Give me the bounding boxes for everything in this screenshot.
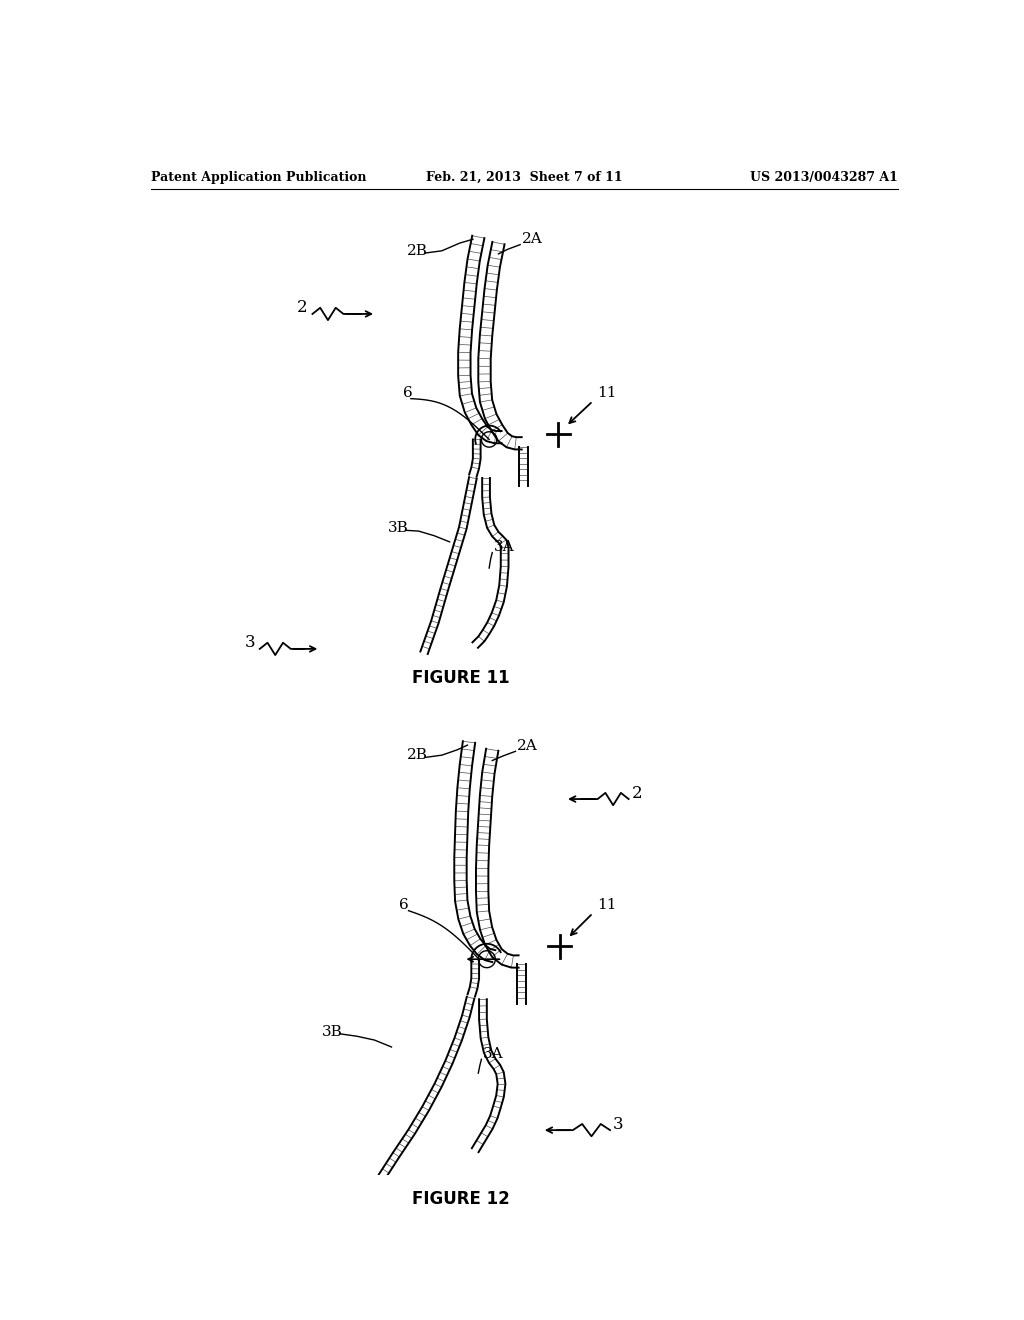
Text: Patent Application Publication: Patent Application Publication	[152, 172, 367, 185]
Text: 2B: 2B	[407, 748, 428, 762]
Text: 6: 6	[399, 898, 409, 912]
Text: 11: 11	[597, 387, 616, 400]
Text: 6: 6	[403, 387, 413, 400]
Text: 3B: 3B	[322, 1026, 342, 1039]
Text: 3: 3	[246, 635, 256, 651]
Text: 3A: 3A	[494, 540, 514, 554]
Text: 3A: 3A	[483, 1047, 504, 1061]
Text: 11: 11	[597, 898, 616, 912]
Text: FIGURE 11: FIGURE 11	[413, 669, 510, 688]
Text: 2: 2	[632, 784, 642, 801]
Text: Feb. 21, 2013  Sheet 7 of 11: Feb. 21, 2013 Sheet 7 of 11	[426, 172, 624, 185]
Text: FIGURE 12: FIGURE 12	[413, 1191, 510, 1208]
Text: 2: 2	[297, 300, 308, 317]
Text: US 2013/0043287 A1: US 2013/0043287 A1	[751, 172, 898, 185]
Text: 3: 3	[612, 1115, 623, 1133]
Text: 2A: 2A	[521, 232, 543, 246]
Text: 2B: 2B	[407, 244, 428, 257]
Text: 3B: 3B	[388, 521, 409, 535]
Text: 2A: 2A	[517, 739, 538, 752]
